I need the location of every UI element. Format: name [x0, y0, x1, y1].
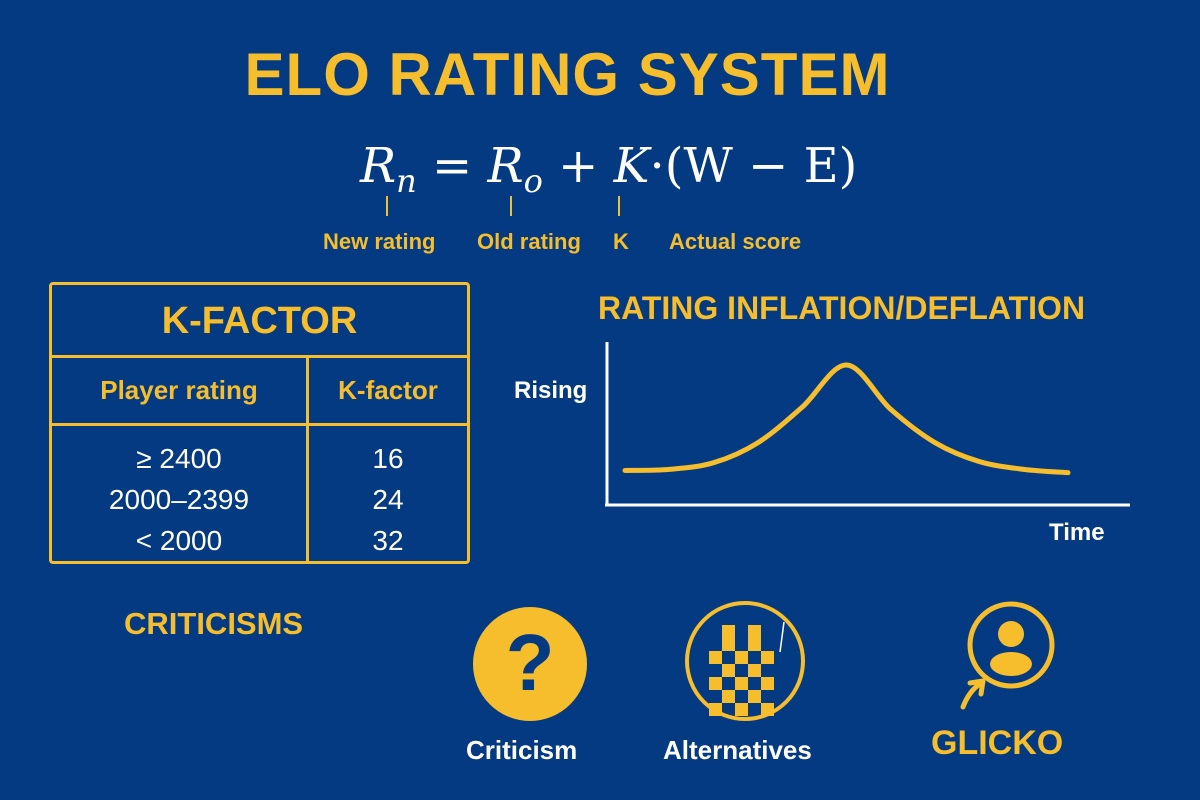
alternatives-label: Alternatives: [663, 735, 812, 765]
pointer-line: [386, 196, 388, 216]
table-cell: 2000–2399: [108, 484, 250, 515]
table-cell: ≥ 2400: [136, 443, 222, 474]
table-cell: 32: [372, 525, 404, 556]
table-cell: 16: [372, 443, 404, 474]
label-actual-score: Actual score: [669, 229, 802, 254]
formula-r-old: R: [487, 138, 524, 194]
criticism-label: Criticism: [466, 735, 578, 765]
pointer-line: [510, 196, 512, 216]
pointer-line: [618, 196, 620, 216]
criticisms-heading: CRITICISMS: [124, 606, 304, 641]
header-k-factor: K-factor: [338, 375, 438, 405]
formula-sub-n: n: [396, 162, 417, 200]
svg-text:?: ?: [506, 618, 555, 707]
formula-plus: +: [558, 138, 599, 194]
y-axis-label: Rising: [514, 377, 588, 404]
label-k: K: [613, 229, 629, 254]
question-icon: ?: [473, 607, 587, 721]
k-column: 16 24 32: [309, 426, 467, 564]
elo-formula: Rn = Ro + K·(W − E): [360, 138, 857, 200]
x-axis-label: Time: [1049, 519, 1105, 546]
header-player-rating: Player rating: [52, 358, 309, 423]
label-old-rating: Old rating: [477, 229, 581, 254]
formula-sub-o: o: [523, 162, 543, 200]
table-cell: < 2000: [135, 525, 223, 556]
page-title: ELO RATING SYSTEM: [244, 41, 891, 108]
rating-column: ≥ 2400 2000–2399 < 2000: [52, 426, 309, 564]
label-new-rating: New rating: [323, 229, 436, 254]
formula-rest: ·(W − E): [649, 138, 858, 194]
table-cell: 24: [372, 484, 404, 515]
table-header-row: Player rating K-factor: [52, 358, 467, 426]
table-body: ≥ 2400 2000–2399 < 2000 16 24 32: [52, 426, 467, 564]
formula-r-new: R: [360, 138, 397, 194]
inflation-chart: [605, 342, 1130, 507]
formula-equals: =: [432, 138, 473, 194]
checkerboard-icon: [685, 601, 805, 721]
glicko-label: GLICKO: [931, 724, 1064, 762]
table-title: K-FACTOR: [52, 285, 467, 358]
formula-k: K: [613, 138, 650, 194]
user-icon: [960, 601, 1055, 710]
k-factor-table: K-FACTOR Player rating K-factor ≥ 2400 2…: [49, 282, 470, 564]
chart-title: RATING INFLATION/DEFLATION: [598, 290, 1086, 326]
